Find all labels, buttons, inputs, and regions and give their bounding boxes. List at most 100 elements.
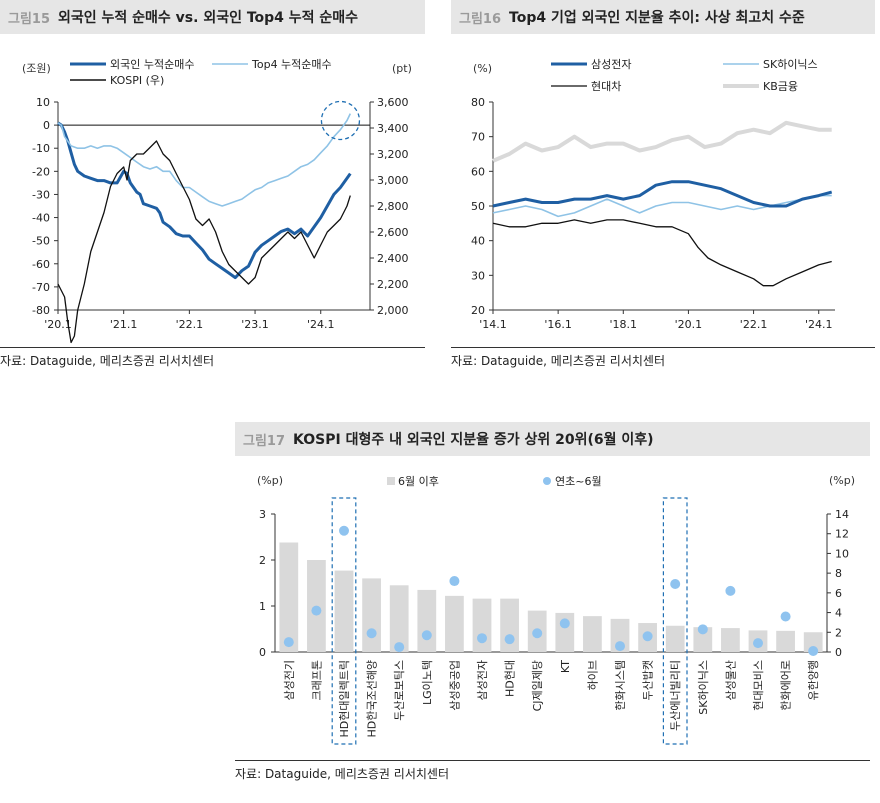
- fig15-left-tick-label: -30: [32, 188, 50, 201]
- fig16-y-tick-label: 40: [471, 235, 485, 248]
- fig17-category-label: 삼성중공업: [448, 660, 461, 711]
- fig17-right-unit: (%p): [829, 474, 855, 487]
- fig17-legend-swatch-bar: [387, 477, 395, 485]
- fig17-category-label: SK하이닉스: [696, 660, 710, 715]
- fig17-number: 그림17: [243, 433, 286, 449]
- fig15-panel: 그림15 외국인 누적 순매수 vs. 외국인 Top4 누적 순매수 (조원)…: [0, 0, 425, 370]
- fig15-right-tick-label: 2,200: [377, 278, 409, 291]
- fig17-category-label: 하이브: [585, 660, 599, 690]
- fig17-right-tick-label: 14: [835, 508, 849, 521]
- fig17-dot: [283, 637, 294, 648]
- fig16-legend-label: 현대차: [591, 80, 621, 93]
- fig15-title-bar: 그림15 외국인 누적 순매수 vs. 외국인 Top4 누적 순매수: [0, 0, 425, 34]
- fig15-series-line: [57, 140, 351, 344]
- fig17-right-tick-label: 4: [835, 607, 842, 620]
- fig17-dot: [366, 628, 377, 639]
- fig15-right-tick-label: 3,200: [377, 148, 409, 161]
- fig16-y-tick-label: 50: [471, 200, 485, 213]
- fig15-right-tick-label: 2,600: [377, 226, 409, 239]
- fig17-dot: [780, 611, 791, 622]
- fig16-y-unit: (%): [473, 62, 492, 75]
- fig17-category-label: 삼성전자: [476, 660, 489, 700]
- fig15-left-tick-label: -20: [32, 165, 50, 178]
- fig17-dot: [339, 525, 349, 536]
- fig17-category-label: HD현대일렉트릭: [337, 660, 351, 737]
- fig17-category-label: 두산에너빌리티: [669, 660, 682, 731]
- fig16-series-line: [492, 194, 832, 218]
- fig17-bar: [334, 570, 354, 652]
- fig15-left-tick-label: 0: [43, 119, 50, 132]
- fig16-y-tick-label: 30: [471, 269, 485, 282]
- fig17-category-label: CJ제일제당: [530, 660, 544, 711]
- fig16-legend-label: 삼성전자: [591, 58, 631, 71]
- fig17-dot: [725, 585, 736, 596]
- fig17-highlight-box: [662, 497, 688, 745]
- fig17-bar: [693, 627, 713, 652]
- fig17-highlight-box: [331, 497, 357, 745]
- fig15-right-tick-label: 3,600: [377, 96, 409, 109]
- fig17-right-tick-label: 2: [835, 626, 842, 639]
- fig17-right-tick-label: 10: [835, 547, 849, 560]
- fig15-rule: [0, 347, 425, 348]
- fig17-dot: [311, 605, 322, 616]
- fig17-dot: [670, 578, 681, 589]
- fig15-right-tick-label: 2,400: [377, 252, 409, 265]
- fig15-x-tick-label: '22.1: [176, 318, 204, 331]
- fig17-category-label: 유한양행: [807, 660, 820, 700]
- fig17-category-label: 삼성전기: [283, 660, 296, 700]
- fig15-right-tick-label: 2,000: [377, 304, 409, 317]
- fig15-right-tick-label: 2,800: [377, 200, 409, 213]
- fig17-bar: [610, 618, 630, 652]
- fig17-bar: [362, 578, 381, 652]
- fig16-x-tick-label: '14.1: [479, 318, 507, 331]
- fig16-x-tick-label: '16.1: [544, 318, 572, 331]
- fig16-x-tick-label: '24.1: [805, 318, 833, 331]
- fig17-legend-label: 6월 이후: [398, 475, 439, 488]
- fig17-dot: [615, 641, 625, 652]
- fig16-y-tick-label: 20: [471, 304, 485, 317]
- fig15-legend-label: Top4 누적순매수: [251, 58, 332, 71]
- fig17-legend-label: 연초~6월: [555, 475, 602, 488]
- fig16-panel: 그림16 Top4 기업 외국인 지분율 추이: 사상 최고치 수준 (%) 삼성…: [451, 0, 875, 370]
- fig17-right-tick-label: 8: [835, 567, 842, 580]
- fig17-bar: [445, 595, 464, 652]
- fig15-right-unit: (pt): [392, 62, 412, 75]
- fig17-category-label: 크래프톤: [310, 660, 323, 700]
- fig17-left-tick-label: 1: [259, 600, 266, 613]
- fig17-bar: [803, 632, 823, 652]
- fig16-y-tick-label: 70: [471, 131, 485, 144]
- fig17-dot: [477, 633, 487, 644]
- fig17-dot: [753, 638, 763, 649]
- fig16-x-tick-label: '18.1: [610, 318, 638, 331]
- fig15-source: 자료: Dataguide, 메리츠증권 리서치센터: [0, 354, 214, 368]
- fig15-right-tick-label: 3,000: [377, 174, 409, 187]
- fig15-legend-label: KOSPI (우): [110, 74, 164, 87]
- fig15-number: 그림15: [8, 11, 51, 27]
- fig17-category-label: 현대모비스: [752, 660, 765, 711]
- fig17-title: KOSPI 대형주 내 외국인 지분율 증가 상위 20위(6월 이후): [293, 432, 654, 448]
- fig16-title-bar: 그림16 Top4 기업 외국인 지분율 추이: 사상 최고치 수준: [451, 0, 875, 34]
- fig15-left-tick-label: 10: [36, 96, 50, 109]
- fig17-category-label: 두산로보틱스: [393, 660, 406, 721]
- fig16-legend-label: KB금융: [763, 80, 798, 93]
- fig17-dot: [394, 642, 405, 653]
- fig15-left-tick-label: -50: [32, 235, 50, 248]
- fig16-series-line: [492, 180, 833, 208]
- fig17-bar: [472, 598, 492, 652]
- fig17-left-unit: (%p): [257, 474, 283, 487]
- fig15-left-tick-label: -40: [32, 212, 50, 225]
- fig17-left-tick-label: 0: [259, 646, 266, 659]
- fig17-bar: [665, 625, 685, 652]
- fig17-bar: [776, 630, 795, 652]
- fig17-category-label: LG이노텍: [421, 660, 434, 705]
- fig16-title: Top4 기업 외국인 지분율 추이: 사상 최고치 수준: [509, 10, 805, 26]
- fig17-bar: [583, 616, 602, 652]
- fig17-category-label: 두산밥캣: [642, 660, 655, 700]
- fig17-category-label: HD한국조선해양: [365, 660, 379, 737]
- fig17-dot: [449, 576, 460, 587]
- fig17-category-label: KT: [559, 660, 572, 673]
- fig17-right-tick-label: 6: [835, 587, 842, 600]
- fig16-legend-label: SK하이닉스: [763, 57, 818, 71]
